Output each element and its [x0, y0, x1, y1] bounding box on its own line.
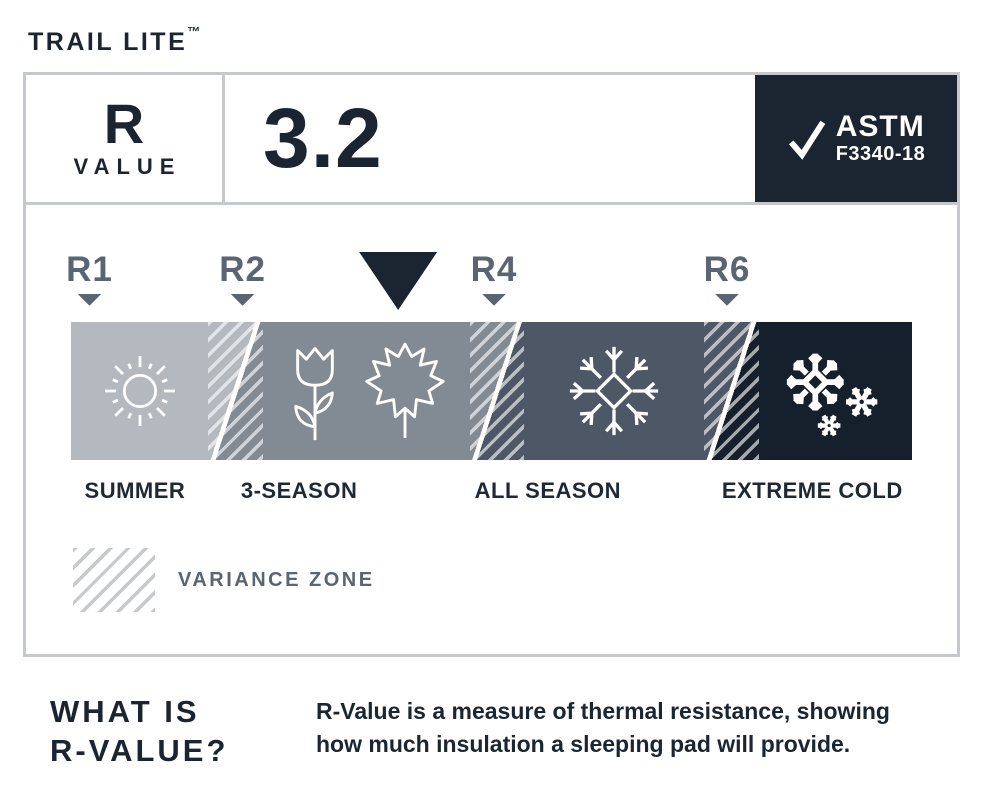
marker-r4-label: R4 [470, 250, 518, 289]
variance-zone-2 [469, 322, 525, 460]
variance-zone-label: VARIANCE ZONE [178, 568, 375, 591]
r-value-panel: R VALUE 3.2 ASTM F3340-18 R1 R2 [23, 72, 960, 657]
description-line-1: R-Value is a measure of thermal resistan… [316, 698, 890, 724]
checkmark-icon [788, 120, 825, 160]
snowflake-icon [568, 345, 661, 437]
label-all-season: ALL SEASON [474, 478, 622, 503]
explanation-section: WHAT IS R-VALUE? R-Value is a measure of… [50, 692, 890, 770]
marker-r4: R4 [470, 250, 518, 306]
astm-standard-number: F3340-18 [835, 142, 926, 165]
value-word: VALUE [73, 153, 182, 179]
season-scale-bar [71, 322, 912, 460]
r-value-label-cell: R VALUE [26, 75, 225, 202]
r-letter: R [103, 92, 145, 156]
hatch-swatch-icon [73, 548, 155, 612]
tick-triangle-icon [230, 293, 255, 306]
marker-r6-label: R6 [703, 250, 751, 289]
marker-r1: R1 [66, 250, 113, 306]
product-title-text: TRAIL LITE [28, 28, 188, 56]
astm-badge-text: ASTM F3340-18 [836, 111, 926, 166]
heading-line-1: WHAT IS [50, 694, 200, 729]
panel-header: R VALUE 3.2 ASTM F3340-18 [26, 75, 957, 205]
marker-r2: R2 [219, 250, 266, 306]
marker-r1-label: R1 [66, 250, 113, 289]
segment-all-season [524, 322, 705, 460]
variance-zone-legend: VARIANCE ZONE [73, 548, 912, 612]
season-labels-row: SUMMER 3-SEASON ALL SEASON EXTREME COLD [71, 478, 912, 504]
tick-triangle-icon [77, 293, 102, 306]
snowflakes-cluster-icon [759, 322, 912, 460]
heading-line-2: R-VALUE? [50, 733, 229, 769]
r-value-description: R-Value is a measure of thermal resistan… [316, 692, 890, 762]
description-line-2: how much insulation a sleeping pad will … [316, 731, 851, 758]
label-extreme-cold: EXTREME COLD [721, 478, 903, 503]
tulip-icon [294, 347, 334, 441]
label-3-season: 3-SEASON [240, 478, 358, 503]
current-value-pointer-icon [359, 252, 438, 310]
tick-triangle-icon [482, 293, 507, 306]
label-summer: SUMMER [84, 478, 186, 503]
segment-extreme-cold [758, 322, 912, 460]
variance-zone-1 [208, 322, 263, 460]
sun-icon [104, 356, 175, 426]
segment-summer [71, 322, 209, 460]
maple-leaf-icon [365, 342, 445, 438]
scale-markers-row: R1 R2 R4 R6 [66, 250, 912, 310]
tick-triangle-icon [714, 293, 739, 306]
r-value-scale: R1 R2 R4 R6 [26, 250, 957, 612]
segment-3-season [262, 322, 470, 460]
marker-r6: R6 [703, 250, 751, 306]
what-is-r-value-heading: WHAT IS R-VALUE? [50, 692, 278, 770]
astm-certification-badge: ASTM F3340-18 [755, 75, 957, 202]
r-value-score: 3.2 [263, 91, 383, 185]
trademark-symbol: ™ [187, 24, 201, 39]
r-value-score-cell: 3.2 [225, 75, 755, 202]
astm-title: ASTM [835, 110, 925, 144]
product-title: TRAIL LITE™ [28, 24, 200, 57]
marker-r2-label: R2 [219, 250, 266, 289]
variance-zone-3 [704, 322, 759, 460]
